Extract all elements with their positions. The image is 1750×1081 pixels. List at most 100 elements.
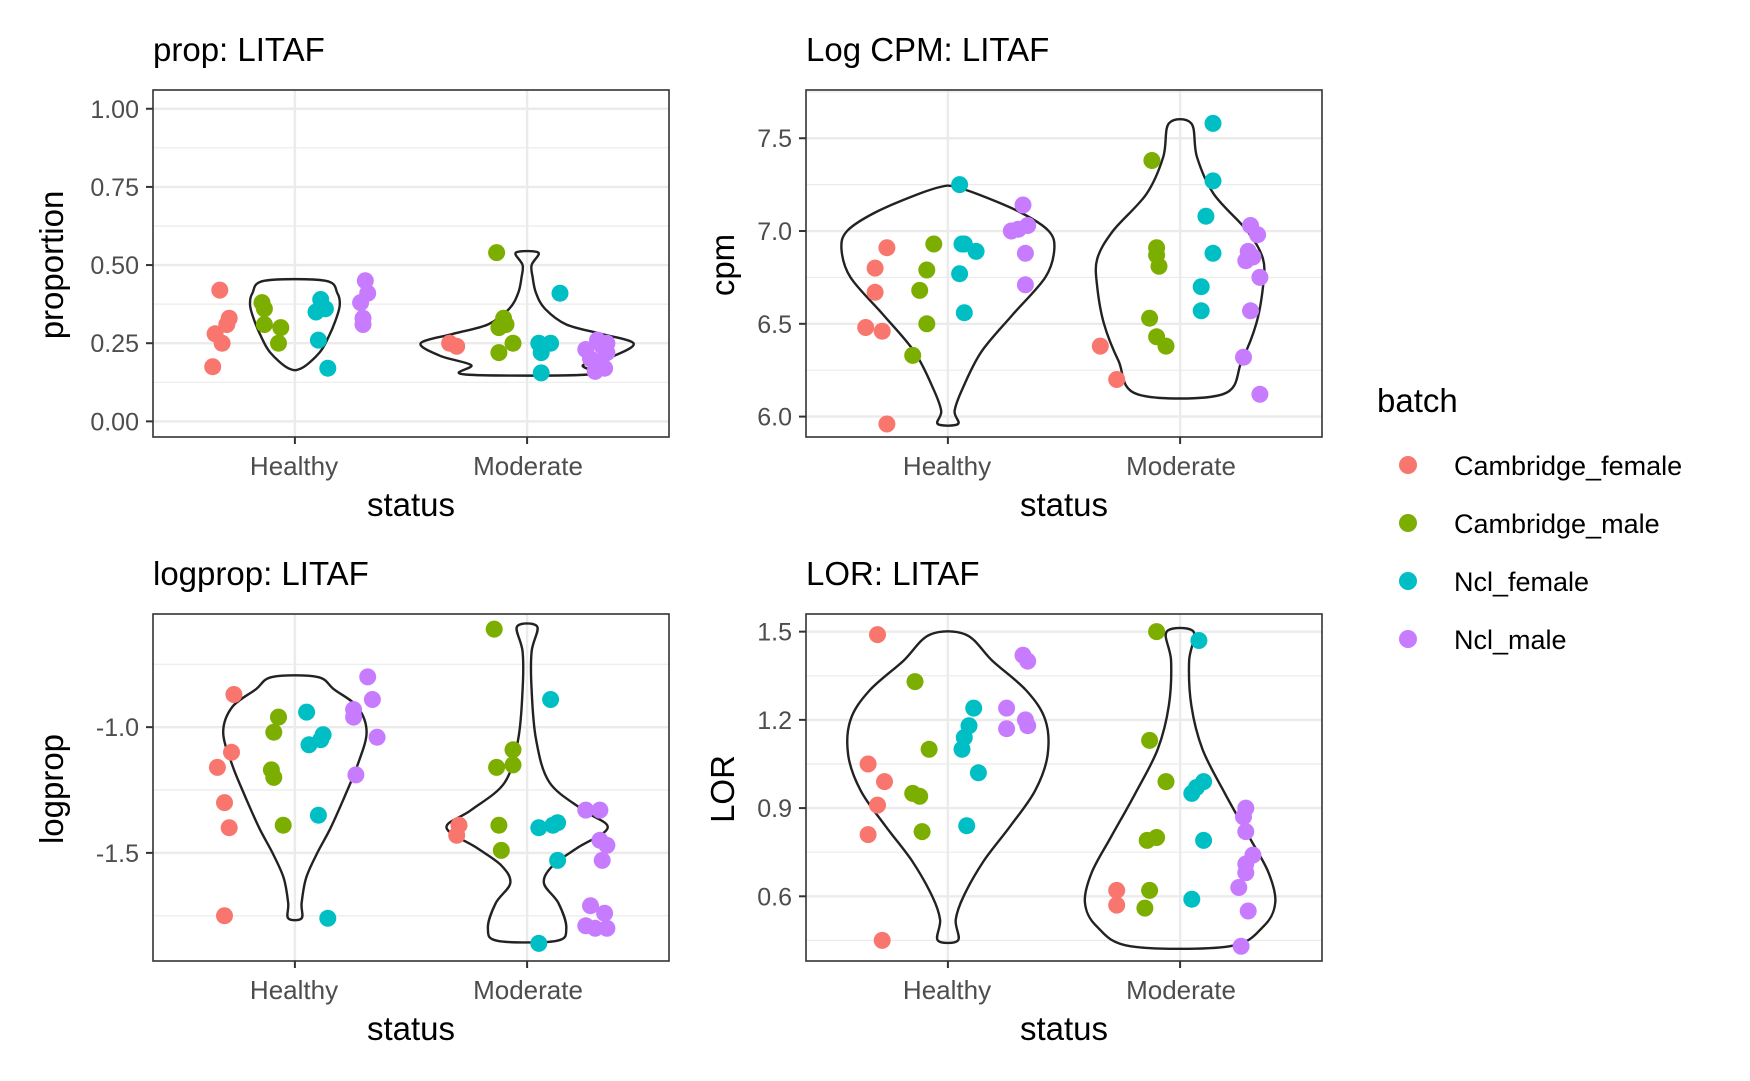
- point-ncl-male-healthy: [1019, 717, 1037, 735]
- point-ncl-male-healthy: [1019, 217, 1037, 234]
- point-ncl-female-moderate: [542, 691, 560, 708]
- point-cambridge-female-healthy: [866, 259, 884, 277]
- x-axis-label: status: [1020, 1010, 1108, 1047]
- y-axis-label: proportion: [33, 191, 70, 340]
- y-tick-label: 1.5: [757, 619, 792, 647]
- point-ncl-female-moderate: [532, 364, 550, 382]
- point-cambridge-male-moderate: [1148, 829, 1166, 846]
- y-tick-label: -1.5: [96, 840, 139, 868]
- point-ncl-male-moderate: [1235, 808, 1252, 826]
- point-cambridge-female-healthy: [869, 796, 886, 814]
- y-tick-label: 0.6: [757, 883, 792, 911]
- point-ncl-male-healthy: [1016, 276, 1034, 294]
- point-cambridge-female-healthy: [869, 626, 886, 644]
- point-ncl-female-moderate: [1183, 890, 1201, 908]
- point-ncl-female-moderate: [551, 284, 569, 302]
- point-ncl-male-healthy: [347, 766, 365, 784]
- point-ncl-male-moderate: [1237, 823, 1255, 841]
- point-cambridge-male-moderate: [1157, 337, 1175, 355]
- legend-key-ncl-male: [1399, 630, 1417, 648]
- panel-border: [805, 613, 1323, 962]
- panel-prop: prop: LITAF status proportion Healthy Mo…: [33, 31, 670, 523]
- point-ncl-female-moderate: [530, 819, 548, 837]
- plot-area: 0.00 0.25 0.50 0.75 1.00: [90, 89, 670, 444]
- point-ncl-female-healthy: [309, 331, 327, 349]
- point-ncl-female-healthy: [958, 817, 976, 835]
- point-ncl-male-moderate: [598, 919, 616, 937]
- panel-title: Log CPM: LITAF: [806, 31, 1049, 68]
- point-ncl-female-moderate: [1192, 278, 1210, 296]
- legend-item-ncl-female: Ncl_female: [1399, 567, 1589, 597]
- point-cambridge-male-healthy: [904, 346, 922, 364]
- point-ncl-female-healthy: [298, 703, 316, 721]
- point-cambridge-female-healthy: [878, 239, 896, 257]
- point-cambridge-male-moderate: [1141, 731, 1159, 749]
- point-cambridge-male-healthy: [265, 768, 283, 786]
- point-cambridge-female-healthy: [876, 773, 893, 791]
- point-cambridge-male-healthy: [925, 235, 943, 253]
- point-ncl-male-moderate: [582, 897, 599, 915]
- point-ncl-male-healthy: [354, 316, 372, 333]
- panel-title: prop: LITAF: [153, 31, 325, 68]
- x-tick-label-healthy: Healthy: [903, 451, 991, 481]
- y-tick-label: 0.25: [90, 330, 139, 358]
- point-cambridge-female-moderate: [1108, 881, 1126, 899]
- legend-label-cambridge-female: Cambridge_female: [1454, 451, 1682, 481]
- x-tick-label-healthy: Healthy: [250, 451, 338, 481]
- point-cambridge-male-healthy: [920, 740, 938, 758]
- point-ncl-male-moderate: [1232, 937, 1250, 955]
- point-ncl-male-moderate: [1237, 252, 1255, 270]
- point-cambridge-female-healthy: [225, 686, 243, 703]
- point-cambridge-male-healthy: [911, 281, 929, 299]
- point-cambridge-female-healthy: [216, 794, 233, 812]
- point-ncl-male-moderate: [1230, 879, 1248, 896]
- point-cambridge-male-moderate: [492, 841, 510, 859]
- point-ncl-female-healthy: [955, 304, 973, 322]
- point-cambridge-male-moderate: [1141, 309, 1159, 327]
- point-ncl-male-moderate: [577, 801, 595, 819]
- point-cambridge-female-healthy: [878, 415, 896, 433]
- point-cambridge-male-moderate: [1141, 881, 1159, 899]
- point-cambridge-male-moderate: [490, 816, 508, 834]
- violin-healthy: [248, 277, 342, 372]
- panel-logprop: logprop: LITAF status logprop Healthy Mo…: [33, 555, 670, 1047]
- panel-title: logprop: LITAF: [153, 555, 369, 592]
- legend-key-ncl-female: [1399, 572, 1417, 590]
- point-ncl-male-moderate: [1242, 302, 1259, 320]
- point-cambridge-male-moderate: [504, 741, 522, 759]
- point-ncl-male-healthy: [1019, 652, 1037, 670]
- point-cambridge-male-healthy: [911, 787, 929, 805]
- x-tick-label-moderate: Moderate: [1126, 451, 1236, 481]
- point-cambridge-female-healthy: [866, 283, 884, 301]
- y-tick-label: 0.00: [90, 408, 139, 436]
- point-ncl-male-moderate: [598, 836, 616, 854]
- point-ncl-female-healthy: [953, 740, 971, 758]
- y-tick-label: -1.0: [96, 714, 139, 742]
- point-ncl-female-moderate: [1192, 302, 1210, 320]
- x-tick-label-moderate: Moderate: [473, 975, 583, 1005]
- violin-healthy: [222, 674, 368, 922]
- point-cambridge-male-moderate: [488, 244, 506, 262]
- y-tick-label: 0.9: [757, 795, 792, 823]
- legend-label-ncl-female: Ncl_female: [1454, 567, 1589, 597]
- panel-title: LOR: LITAF: [806, 555, 980, 592]
- y-tick-label: 6.5: [757, 311, 792, 339]
- violin-healthy: [840, 184, 1056, 427]
- point-cambridge-male-moderate: [485, 620, 503, 638]
- point-cambridge-female-healthy: [213, 334, 231, 352]
- point-cambridge-female-healthy: [859, 755, 877, 773]
- point-ncl-female-moderate: [1190, 632, 1208, 649]
- legend-title: batch: [1377, 382, 1458, 419]
- x-tick-label-moderate: Moderate: [1126, 975, 1236, 1005]
- point-ncl-female-moderate: [1183, 784, 1201, 802]
- violin-moderate: [1083, 626, 1277, 951]
- point-ncl-male-moderate: [1251, 385, 1269, 403]
- point-ncl-female-moderate: [544, 816, 562, 834]
- panel-background: [153, 90, 669, 437]
- point-ncl-male-moderate: [596, 904, 614, 922]
- point-cambridge-male-moderate: [504, 756, 522, 774]
- point-cambridge-male-moderate: [1148, 623, 1166, 641]
- y-tick-label: 0.50: [90, 252, 139, 280]
- y-tick-label: 7.0: [757, 218, 792, 246]
